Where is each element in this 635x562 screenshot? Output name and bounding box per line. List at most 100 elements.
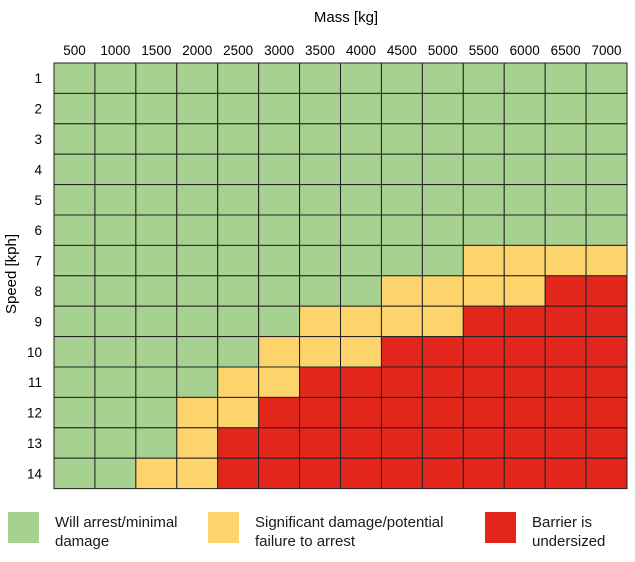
heatmap-cell [53, 336, 96, 368]
heatmap-cell [462, 336, 505, 368]
heatmap-cell [94, 62, 137, 94]
heatmap-cell [544, 396, 587, 429]
legend-label-undersized: Barrier is undersized [532, 514, 606, 550]
heatmap-cell [176, 62, 219, 94]
heatmap-cell [53, 366, 96, 398]
heatmap-cell [585, 184, 628, 216]
x-tick-label: 1000 [100, 43, 130, 58]
heatmap-cell [135, 457, 178, 490]
heatmap-cell [299, 244, 342, 277]
heatmap-cell [53, 153, 96, 186]
heatmap-cell [462, 123, 505, 155]
heatmap-cell [380, 366, 423, 398]
heatmap-cell [544, 457, 587, 490]
y-tick-label: 14 [27, 466, 43, 481]
heatmap-cell [299, 396, 342, 429]
heatmap-cell [94, 336, 137, 368]
heatmap-cell [585, 244, 628, 277]
heatmap-cell [176, 305, 219, 338]
heatmap-cell [217, 214, 260, 246]
x-tick-label: 500 [63, 43, 86, 58]
heatmap-cell [421, 396, 464, 429]
heatmap-cell [176, 92, 219, 125]
heatmap-cell [503, 275, 546, 307]
y-tick-label: 10 [27, 345, 42, 360]
heatmap-cell [380, 92, 423, 125]
legend-item-minimal-damage: Will arrest/minimal damage [8, 512, 195, 551]
heatmap-cell [258, 214, 301, 246]
heatmap-cell [585, 123, 628, 155]
heatmap-cell [503, 427, 546, 459]
heatmap-cell [135, 336, 178, 368]
heatmap-cell [217, 427, 260, 459]
heatmap-cell [544, 305, 587, 338]
heatmap-cell [340, 396, 382, 429]
x-tick-label: 7000 [592, 43, 622, 58]
heatmap-cell [94, 366, 137, 398]
heatmap-cell [258, 244, 301, 277]
x-tick-labels: 500 1000 1500 2000 2500 3000 3500 4000 4500 5000 5… [63, 43, 621, 58]
heatmap-cell [135, 427, 178, 459]
heatmap-cell [258, 396, 301, 429]
x-tick-label: 5000 [428, 43, 458, 58]
heatmap-cell [299, 427, 342, 459]
heatmap-cell [462, 457, 505, 490]
heatmap-cell [94, 153, 137, 186]
heatmap-cell [340, 427, 382, 459]
heatmap-cell [585, 396, 628, 429]
heatmap-cell [544, 62, 587, 94]
legend-swatch-red [485, 512, 516, 543]
y-tick-label: 8 [34, 284, 42, 299]
heatmap-cell [176, 244, 219, 277]
heatmap-cell [53, 92, 96, 125]
y-tick-label: 7 [34, 254, 42, 269]
heatmap-cell [503, 457, 546, 490]
heatmap-cell [585, 336, 628, 368]
heatmap-cell [503, 184, 546, 216]
heatmap-cell [176, 214, 219, 246]
x-tick-label: 5500 [469, 43, 499, 58]
heatmap-cell [380, 123, 423, 155]
legend-label-minimal-damage: Will arrest/minimal damage [55, 514, 178, 550]
heatmap-cell [544, 336, 587, 368]
heatmap-cell [421, 92, 464, 125]
y-tick-label: 6 [34, 223, 42, 238]
heatmap-cell [585, 62, 628, 94]
heatmap-cell [299, 214, 342, 246]
heatmap-cell [217, 396, 260, 429]
heatmap-cell [544, 123, 587, 155]
heatmap-cell [217, 184, 260, 216]
heatmap-cell [217, 123, 260, 155]
heatmap-cell [53, 305, 96, 338]
heatmap-cell [462, 244, 505, 277]
legend-swatch-green [8, 512, 39, 543]
heatmap-cell [135, 305, 178, 338]
heatmap-cell [340, 214, 382, 246]
heatmap-cell [299, 123, 342, 155]
heatmap-cell [94, 123, 137, 155]
heatmap-cell [544, 366, 587, 398]
heatmap-cell [53, 184, 96, 216]
heatmap-cell [135, 275, 178, 307]
y-tick-label: 2 [34, 102, 42, 117]
heatmap-cell [544, 275, 587, 307]
heatmap-cell [299, 275, 342, 307]
x-tick-label: 6500 [551, 43, 581, 58]
heatmap-cell [176, 396, 219, 429]
heatmap-cell [380, 153, 423, 186]
heatmap-cell [217, 366, 260, 398]
heatmap-cell [217, 244, 260, 277]
heatmap-cell [258, 457, 301, 490]
heatmap-cell [217, 275, 260, 307]
heatmap-cell [585, 366, 628, 398]
heatmap-cell [299, 366, 342, 398]
heatmap-cell [340, 62, 382, 94]
heatmap-cell [380, 214, 423, 246]
x-tick-label: 4000 [346, 43, 376, 58]
heatmap-cell [299, 62, 342, 94]
heatmap-cell [53, 396, 96, 429]
heatmap-cell [94, 396, 137, 429]
heatmap-cell [544, 92, 587, 125]
heatmap-cell [340, 275, 382, 307]
legend-swatch-yellow [208, 512, 239, 543]
